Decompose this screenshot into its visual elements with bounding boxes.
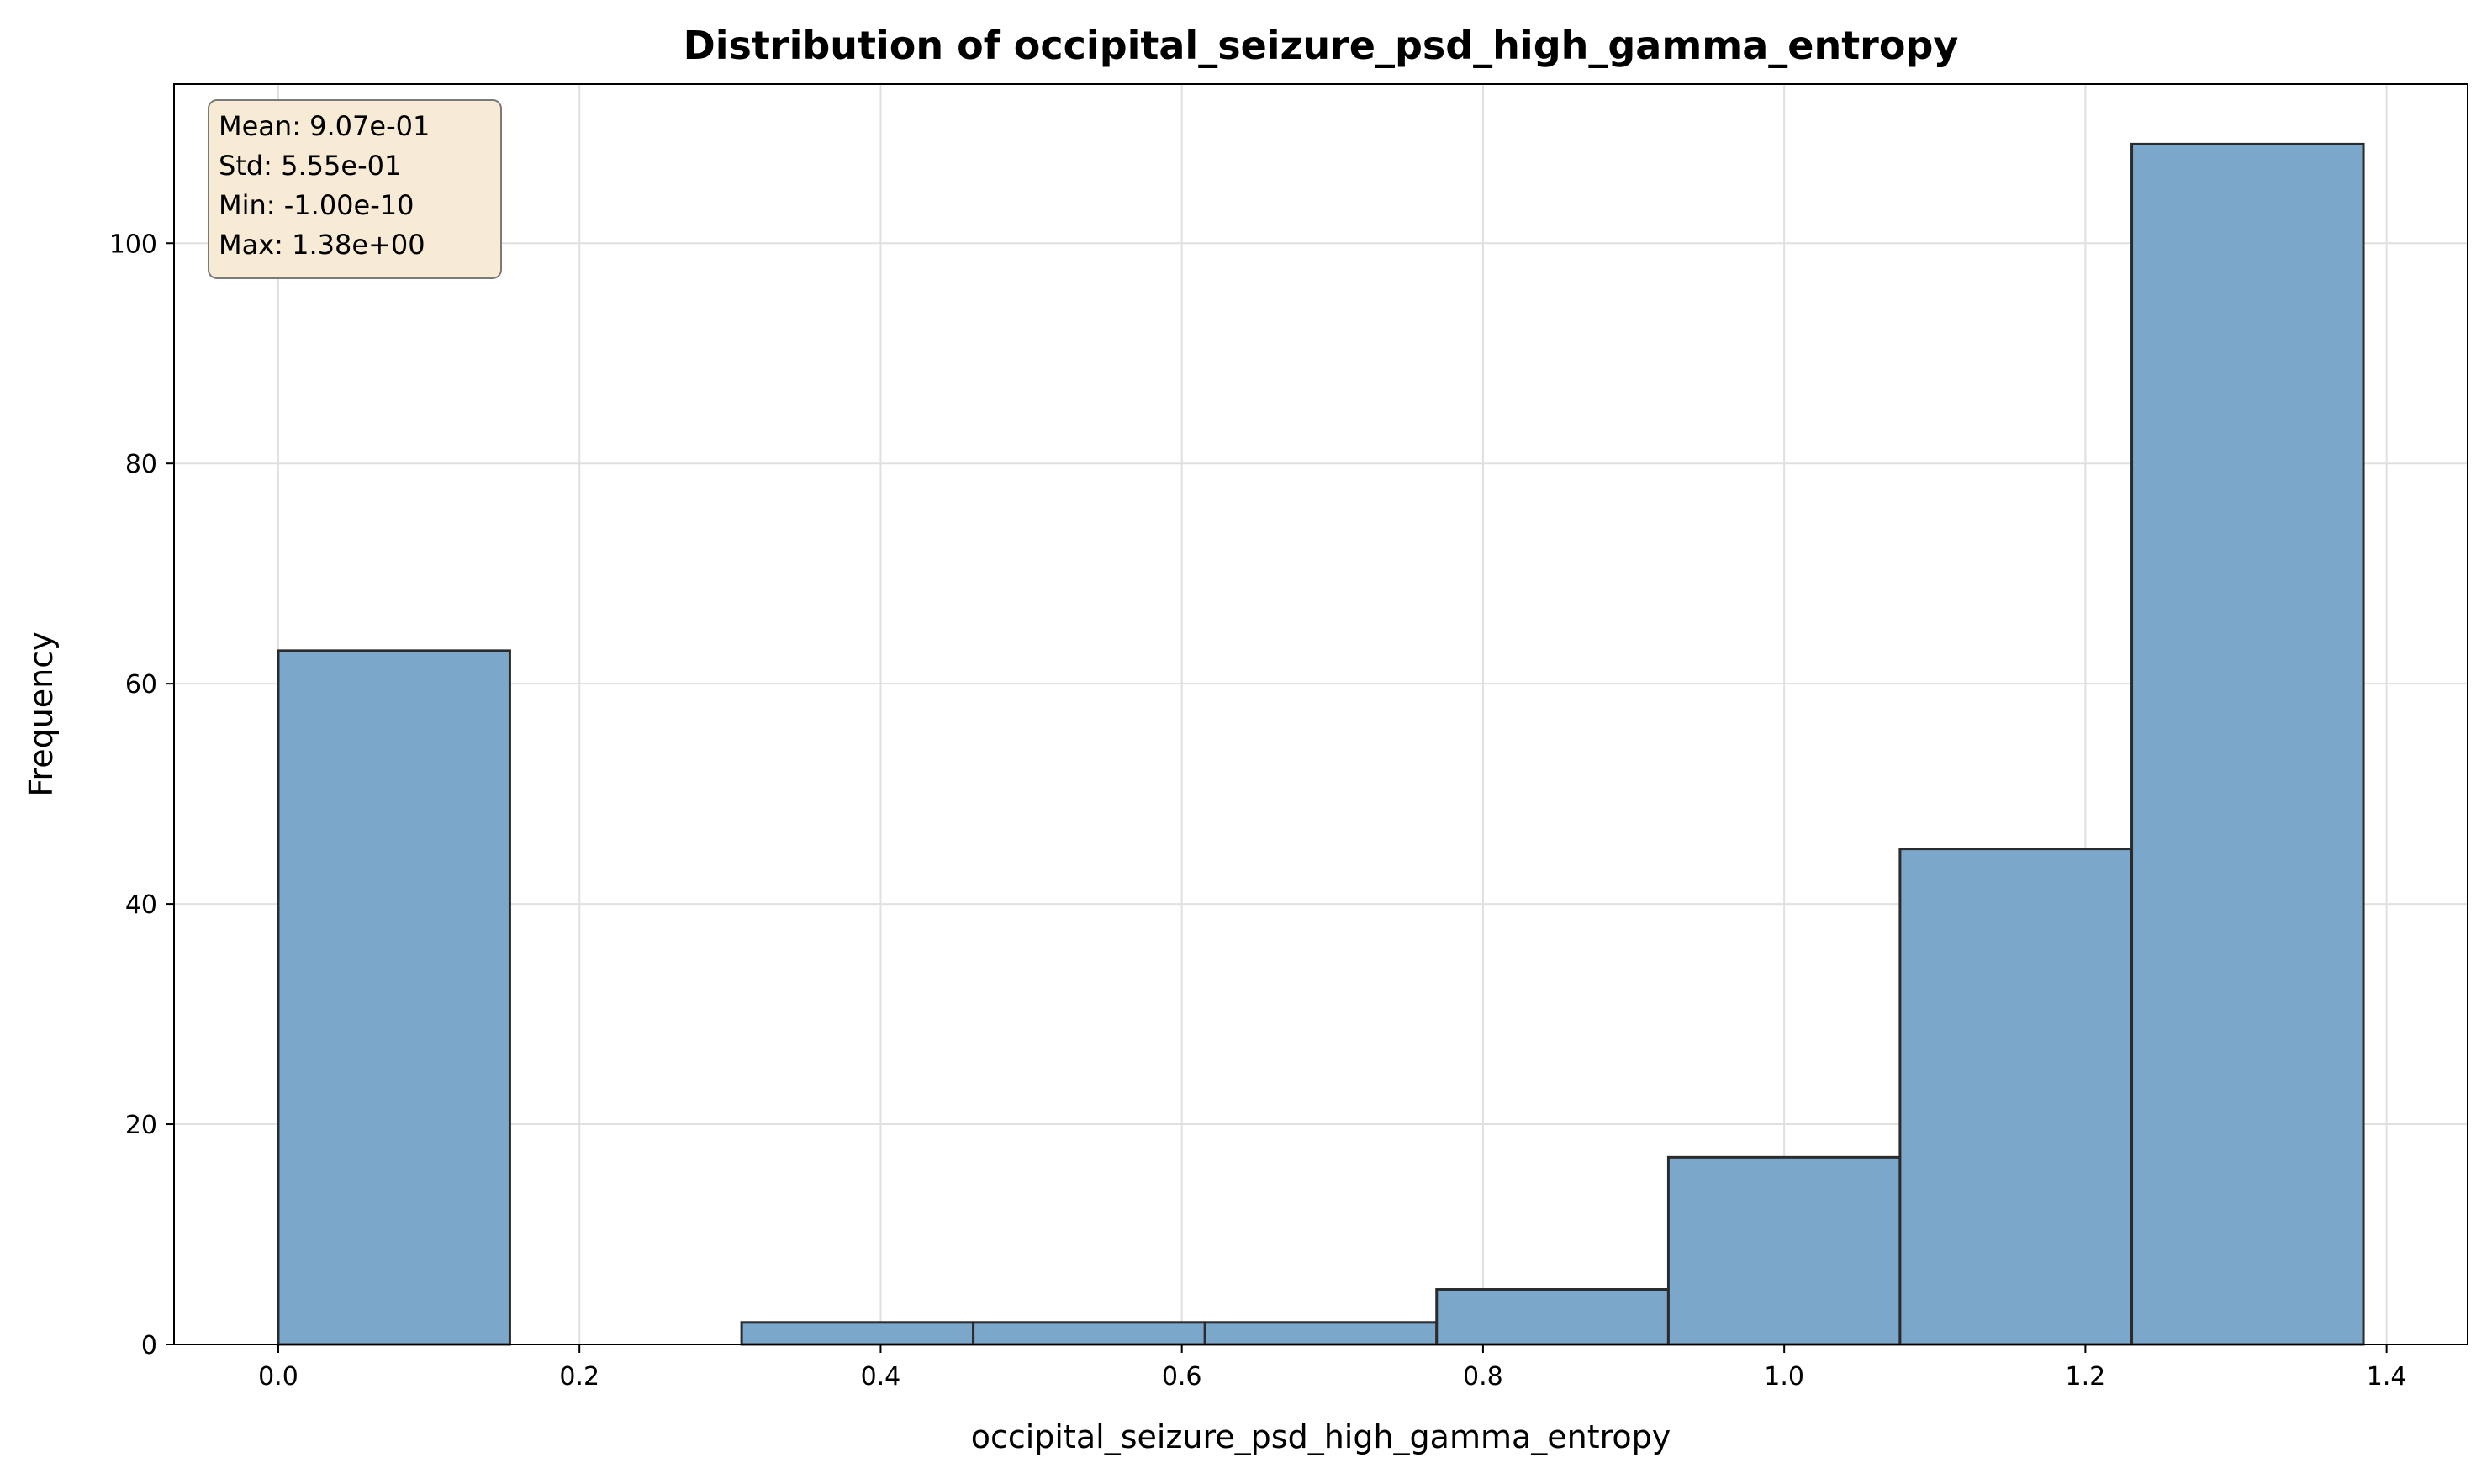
stats-std: Std: 5.55e-01 xyxy=(219,150,401,182)
stats-box: Mean: 9.07e-01 Std: 5.55e-01 Min: -1.00e… xyxy=(208,99,502,279)
histogram-bars xyxy=(277,142,2365,1346)
x-tick-label: 0.4 xyxy=(861,1362,901,1392)
x-tick-label: 1.4 xyxy=(2367,1362,2407,1392)
y-tick-label: 60 xyxy=(125,670,157,700)
histogram-bar xyxy=(1666,1155,1902,1346)
y-axis-label: Frequency xyxy=(23,631,60,796)
histogram-bar xyxy=(740,1321,975,1346)
y-tick-label: 40 xyxy=(125,890,157,920)
plot-area-frame xyxy=(173,83,2468,1345)
histogram-bar xyxy=(277,649,511,1346)
histogram-bar xyxy=(1898,848,2134,1346)
y-tick-label: 80 xyxy=(125,450,157,479)
histogram-bar xyxy=(1203,1321,1439,1346)
y-tick-label: 0 xyxy=(141,1331,157,1360)
stats-max: Max: 1.38e+00 xyxy=(219,229,425,261)
y-tick-label: 20 xyxy=(125,1111,157,1140)
stats-mean: Mean: 9.07e-01 xyxy=(219,110,430,142)
axis-ticks: 0.0 0.2 0.4 0.6 0.8 1.0 1.2 1.4 0 20 40 60 80 100 xyxy=(109,230,2407,1392)
x-tick-label: 0.2 xyxy=(559,1362,599,1392)
histogram-bar xyxy=(972,1321,1206,1346)
y-tick-label: 100 xyxy=(109,230,157,259)
stats-min: Min: -1.00e-10 xyxy=(219,189,414,221)
x-tick-label: 0.6 xyxy=(1162,1362,1202,1392)
x-tick-label: 1.0 xyxy=(1764,1362,1804,1392)
stats-box-background xyxy=(208,99,502,279)
x-tick-label: 1.2 xyxy=(2066,1362,2106,1392)
chart-title: Distribution of occipital_seizure_psd_hi… xyxy=(684,23,1959,68)
histogram-bar xyxy=(2130,142,2365,1346)
x-axis-label: occipital_seizure_psd_high_gamma_entropy xyxy=(971,1418,1671,1455)
x-tick-label: 0.0 xyxy=(258,1362,298,1392)
histogram-bar xyxy=(1435,1288,1670,1346)
x-tick-label: 0.8 xyxy=(1463,1362,1503,1392)
